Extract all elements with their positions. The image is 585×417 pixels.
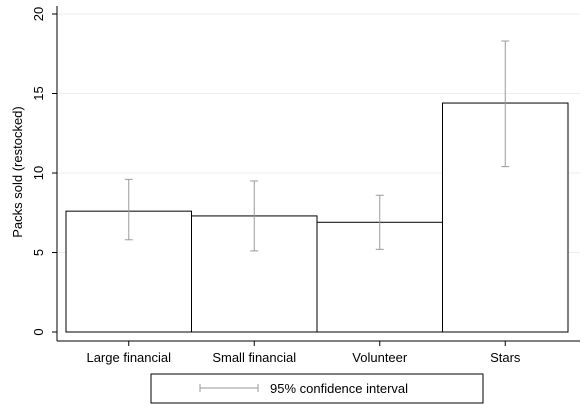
error-bar-3 xyxy=(501,40,510,168)
bars xyxy=(65,102,569,333)
x-category-label: Volunteer xyxy=(352,350,408,365)
x-category-label: Small financial xyxy=(212,350,296,365)
y-axis-title: Packs sold (restocked) xyxy=(10,106,25,238)
error-bar-0 xyxy=(124,178,133,241)
x-category-label: Stars xyxy=(490,350,521,365)
y-tick-label: 20 xyxy=(31,7,46,21)
error-bars xyxy=(124,40,510,252)
error-bar-2 xyxy=(375,194,384,250)
legend-label: 95% confidence interval xyxy=(270,381,408,396)
legend-errorbar-swatch xyxy=(199,384,259,392)
y-tick-label: 15 xyxy=(31,86,46,100)
x-category-labels: Large financial Small financial Volunteer S… xyxy=(86,341,521,365)
error-bar-1 xyxy=(250,180,259,252)
y-tick-label: 0 xyxy=(31,328,46,335)
x-category-label: Large financial xyxy=(86,350,171,365)
legend: 95% confidence interval xyxy=(150,373,484,404)
y-tick-label: 5 xyxy=(31,249,46,256)
y-ticks: 0 5 10 15 20 xyxy=(31,7,57,336)
y-tick-label: 10 xyxy=(31,166,46,180)
